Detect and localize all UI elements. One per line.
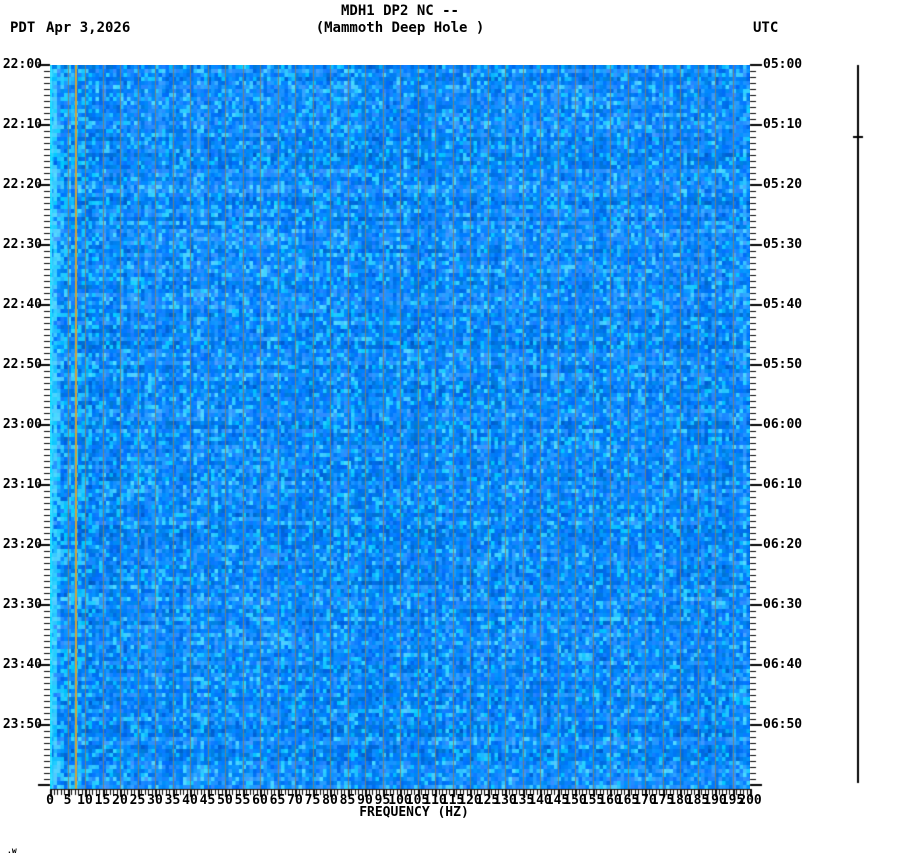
frequency-tick-label: 160 xyxy=(598,793,622,808)
right-time-label: 06:50 xyxy=(763,717,803,732)
right-time-label: 05:30 xyxy=(763,237,803,252)
right-time-label: 05:10 xyxy=(763,117,803,132)
frequency-tick-label: 135 xyxy=(510,793,535,808)
frequency-tick-label: 85 xyxy=(339,793,356,808)
frequency-tick-label: 20 xyxy=(112,793,128,808)
left-time-label: 23:50 xyxy=(2,717,42,732)
frequency-tick-label: 15 xyxy=(94,793,111,808)
left-time-label: 22:00 xyxy=(2,57,42,72)
right-time-label: 05:50 xyxy=(763,357,803,372)
frequency-tick-label: 180 xyxy=(668,793,692,808)
right-time-label: 05:20 xyxy=(763,177,803,192)
frequency-tick-label: 65 xyxy=(269,793,286,808)
frequency-tick-label: 80 xyxy=(322,793,338,808)
left-time-label: 22:10 xyxy=(2,117,42,132)
frequency-tick-label: 130 xyxy=(493,793,517,808)
frequency-tick-label: 105 xyxy=(405,793,430,808)
frequency-tick-label: 40 xyxy=(182,793,198,808)
frequency-tick-label: 70 xyxy=(287,793,303,808)
frequency-tick-label: 190 xyxy=(703,793,727,808)
left-time-label: 22:50 xyxy=(2,357,42,372)
frequency-tick-label: 110 xyxy=(423,793,447,808)
frequency-tick-label: 25 xyxy=(129,793,146,808)
left-time-label: 23:00 xyxy=(2,417,42,432)
right-time-label: 06:30 xyxy=(763,597,803,612)
frequency-tick-label: 35 xyxy=(164,793,181,808)
right-time-label: 06:40 xyxy=(763,657,803,672)
frequency-tick-label: 45 xyxy=(199,793,216,808)
frequency-tick-label: 50 xyxy=(217,793,233,808)
frequency-tick-label: 120 xyxy=(458,793,482,808)
right-time-label: 06:00 xyxy=(763,417,803,432)
frequency-tick-label: 140 xyxy=(528,793,552,808)
frequency-tick-label: 100 xyxy=(388,793,412,808)
right-time-label: 05:00 xyxy=(763,57,803,72)
frequency-tick-label: 115 xyxy=(440,793,465,808)
frequency-tick-label: 165 xyxy=(615,793,640,808)
left-time-label: 23:10 xyxy=(2,477,42,492)
frequency-tick-label: 155 xyxy=(580,793,605,808)
frequency-tick-label: 75 xyxy=(304,793,321,808)
left-time-label: 23:30 xyxy=(2,597,42,612)
frequency-tick-label: 30 xyxy=(147,793,163,808)
frequency-tick-label: 60 xyxy=(252,793,268,808)
frequency-tick-label: 150 xyxy=(563,793,587,808)
frequency-tick-label: 175 xyxy=(650,793,675,808)
frequency-tick-label: 10 xyxy=(77,793,93,808)
frequency-tick-label: 145 xyxy=(545,793,570,808)
frequency-tick-label: 5 xyxy=(63,793,72,808)
frequency-tick-label: 170 xyxy=(633,793,657,808)
frequency-tick-label: 185 xyxy=(685,793,710,808)
left-time-label: 23:40 xyxy=(2,657,42,672)
footer-mark: .w xyxy=(7,846,17,855)
left-time-label: 22:40 xyxy=(2,297,42,312)
right-time-label: 06:10 xyxy=(763,477,803,492)
right-time-label: 05:40 xyxy=(763,297,803,312)
frequency-tick-label: 195 xyxy=(720,793,745,808)
frequency-tick-label: 90 xyxy=(357,793,373,808)
frequency-tick-label: 55 xyxy=(234,793,251,808)
frequency-tick-label: 0 xyxy=(46,793,54,808)
right-time-label: 06:20 xyxy=(763,537,803,552)
frequency-tick-label: 95 xyxy=(374,793,391,808)
left-time-label: 23:20 xyxy=(2,537,42,552)
frequency-tick-label: 125 xyxy=(475,793,500,808)
left-time-label: 22:30 xyxy=(2,237,42,252)
frequency-axis-title: FREQUENCY (HZ) xyxy=(359,805,469,820)
left-time-label: 22:20 xyxy=(2,177,42,192)
frequency-tick-label: 200 xyxy=(738,793,762,808)
